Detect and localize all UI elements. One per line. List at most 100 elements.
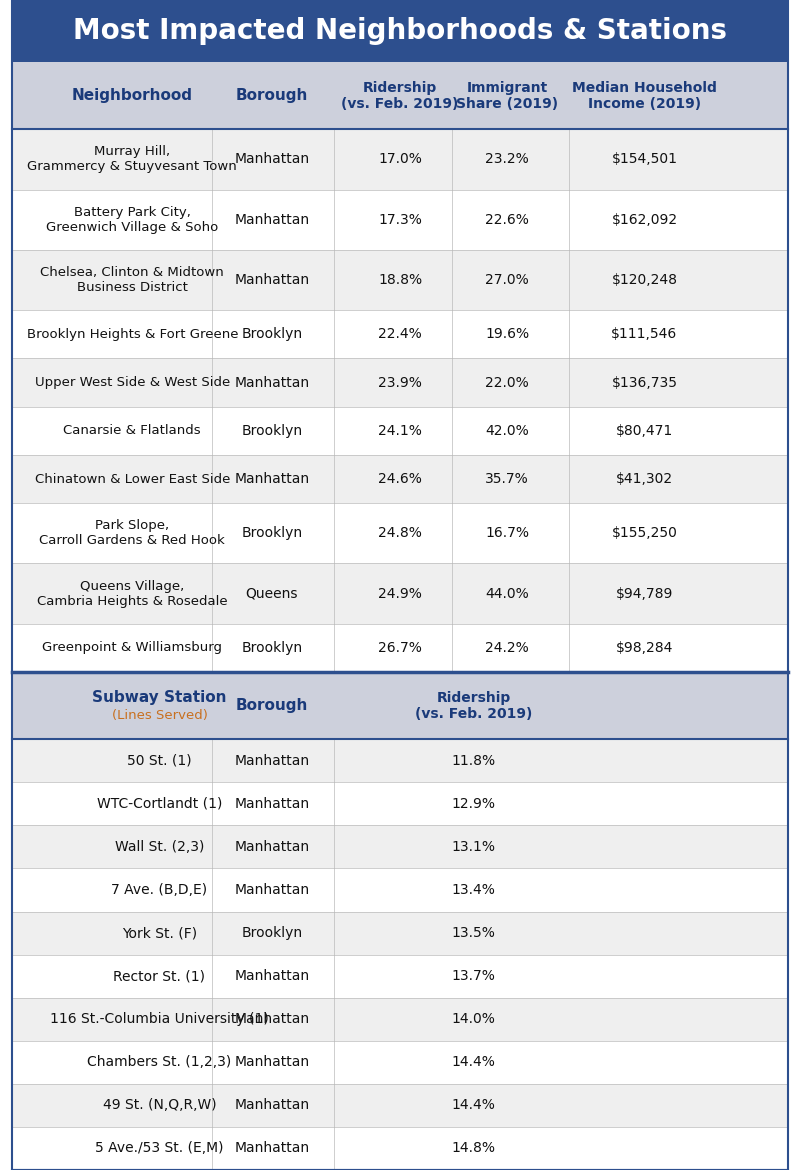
- Bar: [12, 129, 788, 190]
- Text: 42.0%: 42.0%: [486, 424, 529, 438]
- Text: Chelsea, Clinton & Midtown
Business District: Chelsea, Clinton & Midtown Business Dist…: [41, 266, 224, 294]
- Text: Rector St. (1): Rector St. (1): [114, 969, 206, 983]
- Text: $94,789: $94,789: [616, 586, 673, 600]
- Bar: [12, 955, 788, 998]
- Bar: [12, 503, 788, 564]
- Text: 24.1%: 24.1%: [378, 424, 422, 438]
- Text: Brooklyn: Brooklyn: [242, 927, 302, 940]
- Text: Manhattan: Manhattan: [234, 152, 310, 166]
- Bar: [12, 783, 788, 825]
- Bar: [12, 998, 788, 1041]
- Text: 24.8%: 24.8%: [378, 526, 422, 541]
- Text: Chinatown & Lower East Side: Chinatown & Lower East Side: [34, 473, 230, 486]
- Text: 50 St. (1): 50 St. (1): [127, 753, 192, 768]
- Text: Manhattan: Manhattan: [234, 273, 310, 287]
- Bar: [12, 407, 788, 455]
- Text: Park Slope,
Carroll Gardens & Red Hook: Park Slope, Carroll Gardens & Red Hook: [39, 519, 225, 548]
- Text: 27.0%: 27.0%: [486, 273, 529, 287]
- Text: 22.0%: 22.0%: [486, 376, 529, 390]
- Text: $98,284: $98,284: [616, 641, 673, 655]
- Bar: [12, 564, 788, 624]
- Bar: [12, 1127, 788, 1170]
- Text: 14.4%: 14.4%: [452, 1099, 496, 1113]
- Text: Manhattan: Manhattan: [234, 753, 310, 768]
- Text: 116 St.-Columbia University (1): 116 St.-Columbia University (1): [50, 1012, 269, 1026]
- Text: 23.2%: 23.2%: [486, 152, 529, 166]
- Bar: [12, 1083, 788, 1127]
- Text: Most Impacted Neighborhoods & Stations: Most Impacted Neighborhoods & Stations: [73, 18, 727, 44]
- Bar: [12, 0, 788, 62]
- Text: 11.8%: 11.8%: [452, 753, 496, 768]
- Text: Manhattan: Manhattan: [234, 883, 310, 897]
- Text: $111,546: $111,546: [611, 328, 678, 342]
- Text: 24.6%: 24.6%: [378, 472, 422, 486]
- Text: 13.7%: 13.7%: [452, 969, 496, 983]
- Text: 23.9%: 23.9%: [378, 376, 422, 390]
- Text: Battery Park City,
Greenwich Village & Soho: Battery Park City, Greenwich Village & S…: [46, 206, 218, 234]
- Text: $136,735: $136,735: [611, 376, 678, 390]
- Text: Manhattan: Manhattan: [234, 1099, 310, 1113]
- Text: Subway Station: Subway Station: [92, 690, 226, 706]
- Text: Chambers St. (1,2,3): Chambers St. (1,2,3): [87, 1055, 231, 1069]
- Text: Greenpoint & Williamsburg: Greenpoint & Williamsburg: [42, 641, 222, 654]
- Text: 44.0%: 44.0%: [486, 586, 529, 600]
- Text: Queens Village,
Cambria Heights & Rosedale: Queens Village, Cambria Heights & Roseda…: [37, 579, 227, 607]
- Bar: [12, 1041, 788, 1083]
- Text: Immigrant
Share (2019): Immigrant Share (2019): [456, 81, 558, 111]
- Bar: [12, 358, 788, 407]
- Bar: [12, 739, 788, 783]
- Text: 17.0%: 17.0%: [378, 152, 422, 166]
- Text: 18.8%: 18.8%: [378, 273, 422, 287]
- Bar: [12, 672, 788, 739]
- Text: 35.7%: 35.7%: [486, 472, 529, 486]
- Text: Manhattan: Manhattan: [234, 472, 310, 486]
- Text: Canarsie & Flatlands: Canarsie & Flatlands: [63, 425, 201, 438]
- Bar: [12, 911, 788, 955]
- Bar: [12, 868, 788, 911]
- Bar: [12, 190, 788, 250]
- Bar: [12, 825, 788, 868]
- Text: $154,501: $154,501: [611, 152, 678, 166]
- Bar: [12, 62, 788, 129]
- Text: Brooklyn: Brooklyn: [242, 424, 302, 438]
- Text: Borough: Borough: [236, 698, 308, 714]
- Text: Borough: Borough: [236, 88, 308, 103]
- Text: 14.4%: 14.4%: [452, 1055, 496, 1069]
- Text: 14.8%: 14.8%: [452, 1142, 496, 1156]
- Text: $120,248: $120,248: [611, 273, 678, 287]
- Text: Manhattan: Manhattan: [234, 969, 310, 983]
- Text: (Lines Served): (Lines Served): [111, 709, 207, 722]
- Text: 26.7%: 26.7%: [378, 641, 422, 655]
- Text: Ridership
(vs. Feb. 2019): Ridership (vs. Feb. 2019): [342, 81, 458, 111]
- Text: York St. (F): York St. (F): [122, 927, 197, 940]
- Text: 24.2%: 24.2%: [486, 641, 529, 655]
- Text: Manhattan: Manhattan: [234, 1142, 310, 1156]
- Text: 22.4%: 22.4%: [378, 328, 422, 342]
- Text: Queens: Queens: [246, 586, 298, 600]
- Text: 17.3%: 17.3%: [378, 213, 422, 227]
- Text: Brooklyn: Brooklyn: [242, 328, 302, 342]
- Bar: [12, 455, 788, 503]
- Text: 49 St. (N,Q,R,W): 49 St. (N,Q,R,W): [102, 1099, 216, 1113]
- Text: Median Household
Income (2019): Median Household Income (2019): [572, 81, 717, 111]
- Text: 14.0%: 14.0%: [452, 1012, 496, 1026]
- Text: 5 Ave./53 St. (E,M): 5 Ave./53 St. (E,M): [95, 1142, 224, 1156]
- Text: Manhattan: Manhattan: [234, 1012, 310, 1026]
- Text: 13.5%: 13.5%: [452, 927, 496, 940]
- Text: Manhattan: Manhattan: [234, 213, 310, 227]
- Text: 24.9%: 24.9%: [378, 586, 422, 600]
- Text: 7 Ave. (B,D,E): 7 Ave. (B,D,E): [111, 883, 207, 897]
- Text: Brooklyn Heights & Fort Greene: Brooklyn Heights & Fort Greene: [26, 328, 238, 340]
- Text: $162,092: $162,092: [611, 213, 678, 227]
- Text: WTC-Cortlandt (1): WTC-Cortlandt (1): [97, 797, 222, 811]
- Bar: [12, 310, 788, 358]
- Text: Brooklyn: Brooklyn: [242, 526, 302, 541]
- Bar: [12, 250, 788, 310]
- Text: Brooklyn: Brooklyn: [242, 641, 302, 655]
- Text: 13.1%: 13.1%: [452, 840, 496, 854]
- Text: $41,302: $41,302: [616, 472, 673, 486]
- Text: Wall St. (2,3): Wall St. (2,3): [114, 840, 204, 854]
- Text: Murray Hill,
Grammercy & Stuyvesant Town: Murray Hill, Grammercy & Stuyvesant Town: [27, 145, 237, 173]
- Text: Manhattan: Manhattan: [234, 376, 310, 390]
- Bar: [12, 624, 788, 672]
